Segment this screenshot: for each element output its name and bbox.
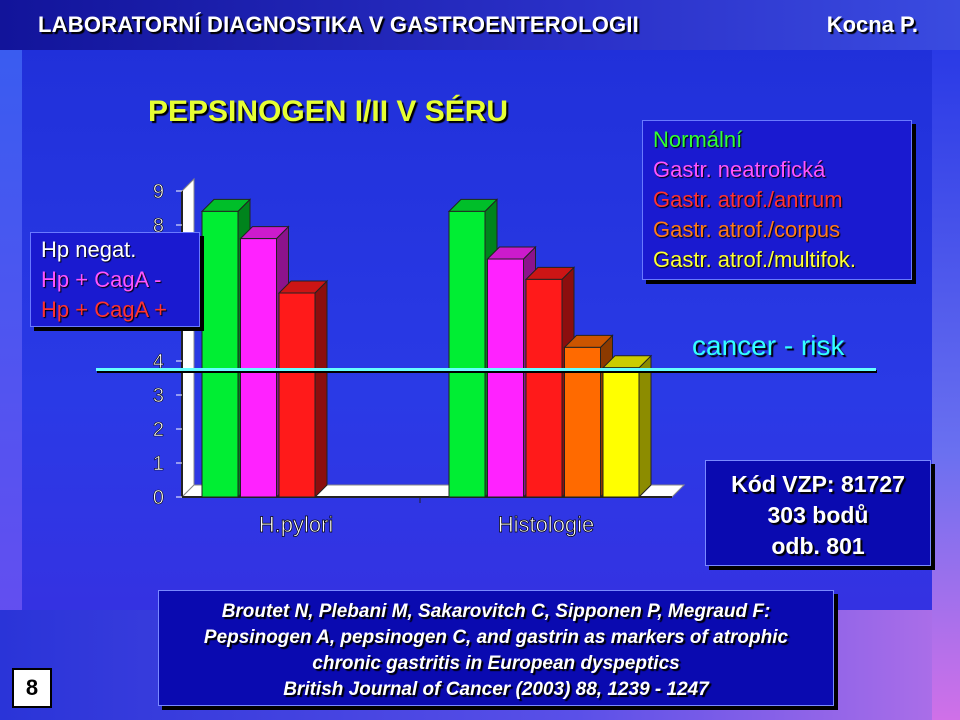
title-bar: LABORATORNÍ DIAGNOSTIKA V GASTROENTEROLO… [0,0,960,50]
bar [525,278,563,498]
legend-right-item-1: Gastr. neatrofická [653,157,826,182]
code-department: odb. 801 [771,533,865,559]
y-tick-label: 0 [153,487,164,509]
y-tick-label: 9 [153,181,164,203]
bar-side [638,354,652,499]
y-tick-label: 4 [153,351,164,373]
legend-left-item-0: Hp negat. [41,237,137,262]
right-decor-band [932,50,960,720]
reference-title-2: chronic gastritis in European dyspeptics [312,653,680,674]
legend-right-item-3: Gastr. atrof./corpus [653,217,841,242]
bar [240,238,277,498]
legend-histology: Normální Gastr. neatrofická Gastr. atrof./… [642,120,912,280]
bar-side [314,279,328,499]
bar [448,210,486,498]
legend-right-item-2: Gastr. atrof./antrum [653,187,843,212]
reference-authors: Broutet N, Plebani M, Sakarovitch C, Sip… [221,601,771,622]
bar [201,210,239,498]
y-tick-label: 2 [153,419,164,441]
x-category-label: Histologie [498,512,595,537]
left-decor-band [0,50,22,720]
y-tick-label: 8 [153,215,164,237]
bar [487,258,524,498]
y-tick-label: 3 [153,385,164,407]
legend-helicobacter: Hp negat. Hp + CagA - Hp + CagA + [30,232,200,327]
slide-header-title: LABORATORNÍ DIAGNOSTIKA V GASTROENTEROLO… [38,12,639,37]
legend-right-item-0: Normální [653,127,743,152]
code-vzp: Kód VZP: 81727 [731,471,905,497]
reference-title-1: Pepsinogen A, pepsinogen C, and gastrin … [203,627,789,648]
reference-journal: British Journal of Cancer (2003) 88, 123… [283,679,709,700]
cancer-risk-line [96,368,876,371]
slide-number: 8 [12,668,52,708]
legend-left-item-2: Hp + CagA + [41,297,167,322]
chart-title: PEPSINOGEN I/II V SÉRU [148,95,509,128]
y-tick-label: 1 [153,453,164,475]
cancer-risk-annotation: cancer - risk [692,330,845,361]
code-points: 303 bodů [767,502,869,528]
reference-box: Broutet N, Plebani M, Sakarovitch C, Sip… [158,590,834,706]
bar [278,292,316,498]
chart-back-wall [181,177,195,499]
x-category-label: H.pylori [259,512,334,537]
code-box: Kód VZP: 81727 303 bodů odb. 801 [705,460,931,566]
bar [602,367,640,498]
legend-right-item-4: Gastr. atrof./multifok. [653,247,856,272]
slide-header-author: Kocna P. [826,12,918,37]
legend-left-item-1: Hp + CagA - [41,267,162,292]
bar [564,346,601,498]
